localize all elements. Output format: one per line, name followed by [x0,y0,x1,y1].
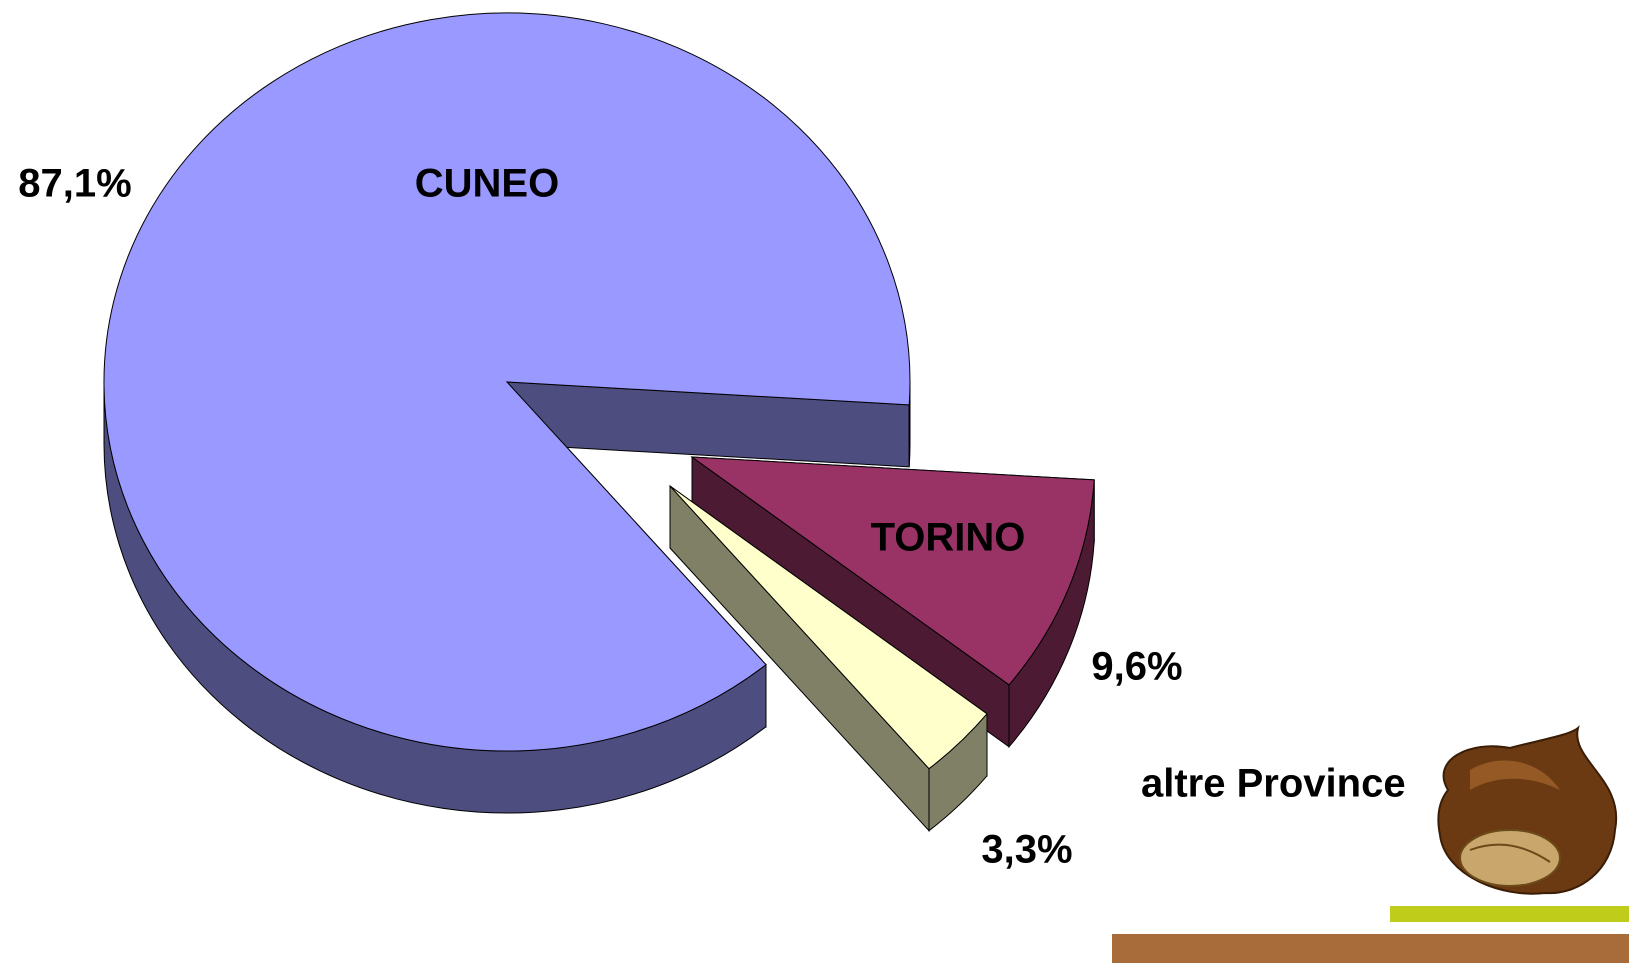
footer-bar [1112,934,1629,963]
chestnut-icon [1438,728,1616,894]
slice-label: CUNEO [415,162,559,206]
value-label: 3,3% [981,828,1072,872]
value-label: 9,6% [1091,645,1182,689]
accent-bar [1390,906,1629,922]
value-label: 87,1% [18,162,131,206]
slice-label: TORINO [871,516,1026,560]
slice-label: altre Province [1141,762,1406,806]
chart: CUNEO 87,1% TORINO 9,6% altre Province 3,3% [0,0,1629,963]
